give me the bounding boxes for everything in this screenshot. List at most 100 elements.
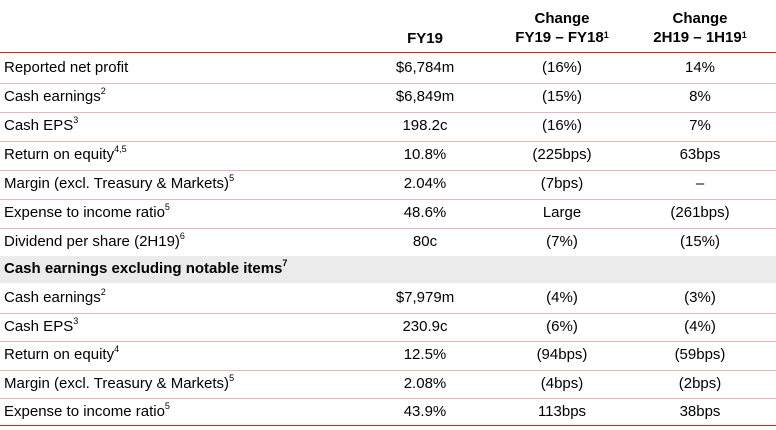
table-row: Return on equity4 12.5% (94bps) (59bps) [0, 341, 776, 369]
cell-change-fy: (4%) [546, 289, 578, 306]
row-divider [0, 341, 776, 343]
cell-fy19: 2.04% [403, 175, 447, 192]
cell-fy19: 12.5% [403, 346, 447, 364]
row-label: Expense to income ratio5 [4, 202, 170, 221]
row-divider [0, 369, 776, 371]
cell-change-half: (59bps) [674, 346, 726, 364]
footnote-ref: 3 [73, 115, 79, 125]
cell-change-half: (261bps) [670, 204, 730, 221]
cell-fy19: 2.08% [403, 374, 447, 392]
footnote-ref: 5 [229, 173, 235, 183]
table-bottom-border [0, 425, 776, 426]
cell-fy19: 10.8% [403, 146, 447, 163]
footnote-ref: 5 [164, 401, 170, 412]
footnote-ref: 1 [741, 30, 747, 40]
cell-fy19: $6,849m [395, 88, 455, 105]
cell-change-fy: (7%) [546, 233, 578, 250]
footnote-ref: 5 [164, 202, 170, 212]
cell-fy19: $6,784m [395, 59, 455, 76]
cell-change-fy: (6%) [546, 317, 578, 335]
row-label: Reported net profit [4, 59, 128, 76]
row-label-text: Return on equity [4, 346, 115, 364]
table-header: FY19 Change FY19 – FY181 Change 2H19 – 1… [0, 0, 776, 52]
row-label: Cash EPS3 [4, 115, 79, 134]
section-label-text: Cash earnings excluding notable items [4, 260, 283, 277]
header-change-half-period: 2H19 – 1H19 [653, 29, 742, 46]
footnote-ref: 4 [114, 344, 120, 355]
row-label: Margin (excl. Treasury & Markets)5 [4, 372, 235, 392]
table-row: Reported net profit $6,784m (16%) 14% [0, 54, 776, 82]
footnote-ref: 6 [179, 231, 185, 241]
row-label-text: Margin (excl. Treasury & Markets) [4, 374, 230, 392]
cell-fy19: 230.9c [402, 317, 448, 335]
cell-change-half: (2bps) [678, 374, 722, 392]
row-label-text: Margin (excl. Treasury & Markets) [4, 175, 230, 192]
cell-change-fy: (7bps) [540, 175, 584, 192]
row-label-text: Cash earnings [4, 88, 101, 105]
header-change-fy: Change FY19 – FY181 [500, 9, 624, 47]
row-divider [0, 112, 776, 113]
row-divider [0, 83, 776, 84]
row-label-text: Expense to income ratio [4, 403, 165, 421]
footnote-ref: 1 [603, 30, 609, 40]
row-label: Cash earnings2 [4, 287, 106, 306]
row-label: Cash earnings2 [4, 86, 106, 105]
row-label: Margin (excl. Treasury & Markets)5 [4, 173, 235, 192]
cell-change-half: (15%) [679, 233, 720, 250]
row-divider [0, 228, 776, 229]
table-row: Return on equity4,5 10.8% (225bps) 63bps [0, 141, 776, 169]
row-label-text: Dividend per share (2H19) [4, 233, 180, 250]
row-label: Cash EPS3 [4, 315, 79, 335]
table-row: Cash earnings2 $6,849m (15%) 8% [0, 83, 776, 111]
cell-change-half: 63bps [679, 146, 721, 163]
table-row: Expense to income ratio5 48.6% Large (261bp… [0, 199, 776, 227]
row-divider [0, 398, 776, 400]
cell-change-fy: (16%) [541, 117, 582, 134]
cell-fy19: 80c [412, 233, 438, 250]
row-label: Return on equity4,5 [4, 144, 127, 163]
table-row: Cash earnings2 $7,979m (4%) (3%) [0, 284, 776, 312]
row-label-text: Return on equity [4, 146, 115, 163]
table-row: Expense to income ratio5 43.9% 113bps 38bps [0, 398, 776, 426]
footnote-ref: 5 [229, 372, 235, 383]
header-change-half: Change 2H19 – 1H191 [624, 9, 776, 47]
header-change-half-line1: Change [672, 10, 728, 27]
cell-change-half: (4%) [684, 317, 716, 335]
row-label-text: Cash EPS [4, 117, 74, 134]
row-divider [0, 170, 776, 171]
header-change-fy-line1: Change [534, 10, 590, 27]
header-fy19: FY19 [350, 29, 500, 48]
row-label: Expense to income ratio5 [4, 401, 170, 421]
row-label-text: Cash earnings [4, 289, 101, 306]
table-row: Cash EPS3 230.9c (6%) (4%) [0, 313, 776, 341]
row-divider [0, 312, 776, 314]
footnote-ref: 4,5 [114, 144, 127, 154]
cell-fy19: 43.9% [403, 403, 447, 421]
section-label: Cash earnings excluding notable items7 [4, 258, 288, 277]
footnote-ref: 3 [73, 315, 79, 326]
header-divider [0, 52, 776, 53]
row-label-text: Cash EPS [4, 317, 74, 335]
cell-change-half: 38bps [679, 403, 721, 421]
row-divider [0, 199, 776, 200]
table-row: Margin (excl. Treasury & Markets)5 2.04% (… [0, 170, 776, 198]
table-row: Margin (excl. Treasury & Markets)5 2.08% (… [0, 370, 776, 398]
cell-fy19: 198.2c [402, 117, 448, 134]
header-fy19-label: FY19 [407, 30, 443, 47]
table-row: Dividend per share (2H19)6 80c (7%) (15%) [0, 228, 776, 256]
cell-change-half: 8% [689, 88, 711, 105]
footnote-ref: 2 [100, 86, 106, 96]
section-header-notable-items: Cash earnings excluding notable items7 [0, 256, 776, 283]
table-row: Cash EPS3 198.2c (16%) 7% [0, 112, 776, 140]
row-label-text: Reported net profit [4, 59, 129, 76]
cell-change-half: 14% [684, 59, 716, 76]
footnote-ref: 7 [282, 258, 288, 268]
header-change-half-line2: 2H19 – 1H191 [624, 28, 776, 47]
cell-change-half: – [695, 175, 705, 192]
cell-change-half: 7% [689, 117, 711, 134]
row-label-text: Expense to income ratio [4, 204, 165, 221]
footnote-ref: 2 [100, 287, 106, 297]
row-label: Dividend per share (2H19)6 [4, 231, 185, 250]
header-change-fy-line2: FY19 – FY181 [500, 28, 624, 47]
